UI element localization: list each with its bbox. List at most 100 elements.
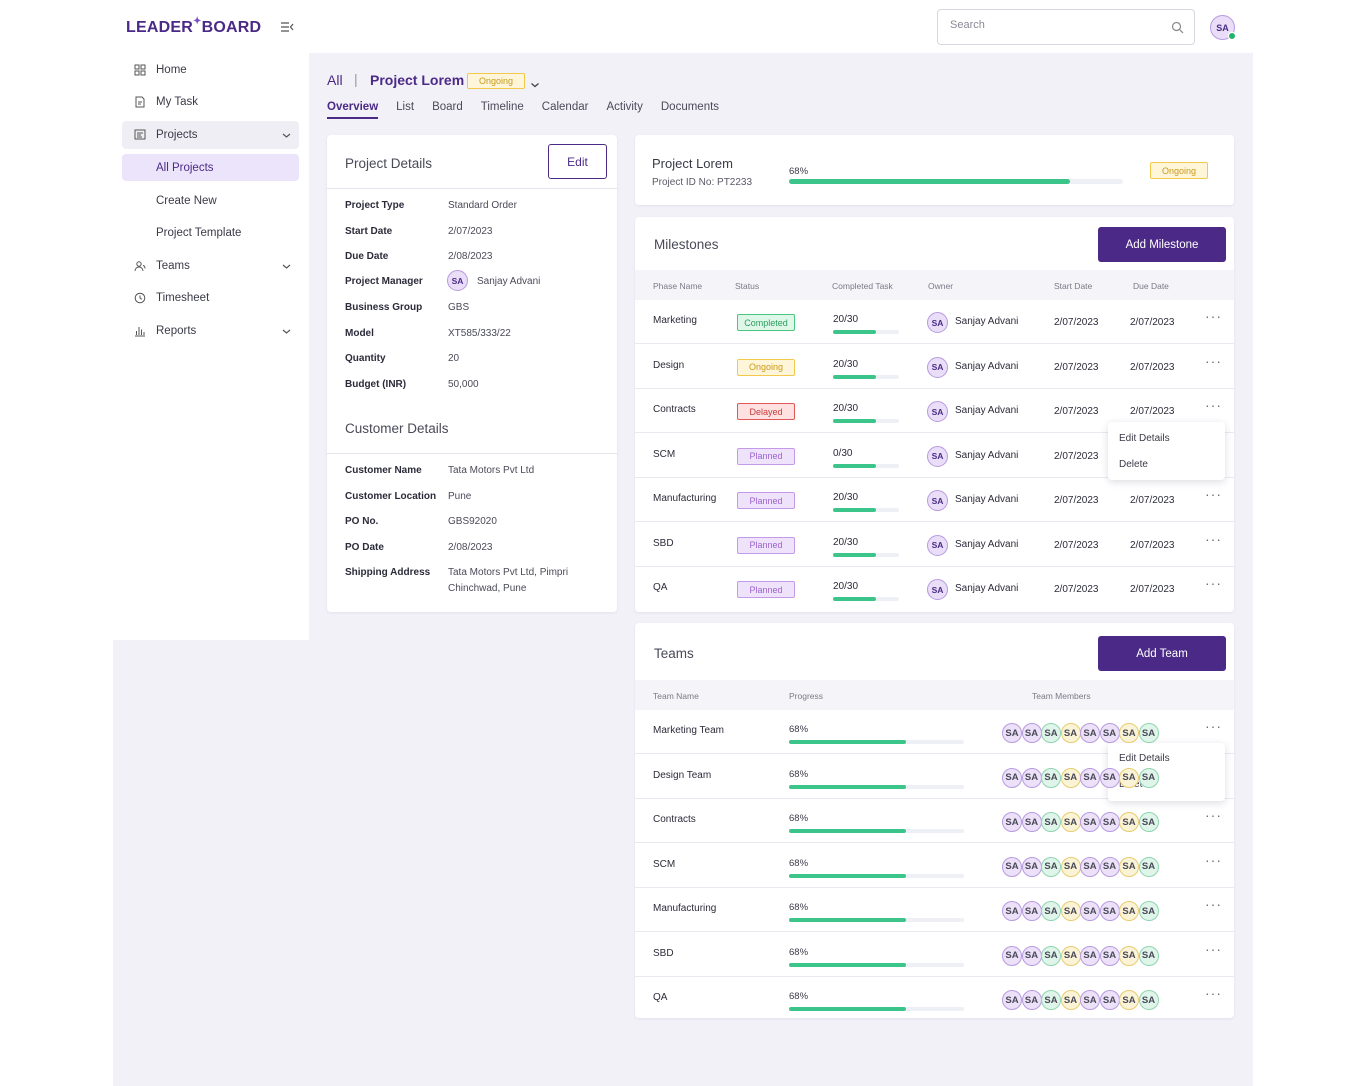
more-options-icon[interactable]: ··· [1205, 807, 1222, 823]
team-member-avatar[interactable]: SA [1138, 945, 1159, 966]
chevron-down-icon[interactable] [282, 131, 291, 140]
team-member-avatar[interactable]: SA [1021, 723, 1042, 743]
tab-overview[interactable]: Overview [327, 101, 379, 119]
breadcrumb-all[interactable]: All [327, 72, 343, 88]
team-member-avatar[interactable]: SA [1138, 901, 1159, 921]
team-member-avatar[interactable]: SA [1060, 812, 1081, 832]
table-row[interactable]: Contracts 68% SA SA SA SA SA SA SA SA ··· [635, 799, 1234, 843]
team-member-avatar[interactable]: SA [1080, 856, 1100, 877]
team-member-avatar[interactable]: SA [1021, 812, 1042, 832]
team-member-avatar[interactable]: SA [1080, 723, 1100, 743]
tab-documents[interactable]: Documents [660, 101, 720, 113]
chevron-down-icon[interactable] [282, 327, 291, 336]
sidebar-subitem-create-new[interactable]: Create New [156, 194, 217, 207]
team-member-avatar[interactable]: SA [1099, 856, 1120, 877]
team-member-avatar[interactable]: SA [1002, 945, 1022, 966]
table-row[interactable]: Contracts Delayed 20/30 SA Sanjay Advani 2/07… [635, 389, 1234, 433]
team-member-avatar[interactable]: SA [1002, 856, 1022, 877]
tab-timeline[interactable]: Timeline [480, 101, 524, 113]
more-options-icon[interactable]: ··· [1205, 397, 1222, 413]
sidebar-item-teams[interactable]: Teams [122, 252, 299, 280]
team-member-avatar[interactable]: SA [1138, 767, 1159, 788]
team-member-avatar[interactable]: SA [1099, 812, 1120, 832]
team-member-avatar[interactable]: SA [1119, 856, 1139, 877]
team-member-avatar[interactable]: SA [1099, 767, 1120, 788]
more-options-icon[interactable]: ··· [1205, 486, 1222, 502]
menu-item-edit-details[interactable]: Edit Details [1119, 433, 1170, 444]
table-row[interactable]: Manufacturing 68% SA SA SA SA SA SA SA SA ··· [635, 888, 1234, 932]
team-member-avatar[interactable]: SA [1119, 990, 1139, 1010]
team-member-avatar[interactable]: SA [1119, 901, 1139, 921]
table-row[interactable]: Manufacturing Planned 20/30 SA Sanjay Advani… [635, 478, 1234, 522]
app-logo[interactable]: LEADER✦BOARD [126, 16, 261, 37]
team-member-avatar[interactable]: SA [1021, 901, 1042, 921]
sidebar-subitem-all-projects[interactable]: All Projects [122, 154, 299, 181]
add-milestone-button[interactable]: Add Milestone [1098, 227, 1226, 262]
more-options-icon[interactable]: ··· [1205, 575, 1222, 591]
tab-list[interactable]: List [396, 101, 415, 113]
team-member-avatar[interactable]: SA [1041, 945, 1061, 966]
search-box[interactable] [937, 9, 1195, 45]
team-member-avatar[interactable]: SA [1060, 990, 1081, 1010]
team-member-avatar[interactable]: SA [1002, 767, 1022, 788]
team-member-avatar[interactable]: SA [1080, 767, 1100, 788]
team-member-avatar[interactable]: SA [1080, 901, 1100, 921]
table-row[interactable]: QA 68% SA SA SA SA SA SA SA SA ··· [635, 977, 1234, 1021]
team-member-avatar[interactable]: SA [1002, 812, 1022, 832]
team-member-avatar[interactable]: SA [1119, 945, 1139, 966]
collapse-menu-icon[interactable] [280, 20, 294, 34]
more-options-icon[interactable]: ··· [1205, 530, 1222, 547]
table-row[interactable]: QA Planned 20/30 SA Sanjay Advani 2/07/2023 2/… [635, 567, 1234, 611]
table-row[interactable]: SBD 68% SA SA SA SA SA SA SA SA ··· [635, 933, 1234, 977]
table-row[interactable]: Design Ongoing 20/30 SA Sanjay Advani 2/07/20… [635, 345, 1234, 389]
team-member-avatar[interactable]: SA [1119, 723, 1139, 743]
sidebar-item-my-task[interactable]: My Task [122, 88, 299, 116]
team-member-avatar[interactable]: SA [1099, 723, 1120, 743]
team-member-avatar[interactable]: SA [1138, 990, 1159, 1010]
team-member-avatar[interactable]: SA [1041, 812, 1061, 832]
tab-activity[interactable]: Activity [606, 101, 643, 113]
sidebar-item-reports[interactable]: Reports [122, 317, 299, 345]
team-member-avatar[interactable]: SA [1041, 723, 1061, 743]
more-options-icon[interactable]: ··· [1205, 308, 1222, 324]
search-icon[interactable] [1171, 21, 1184, 34]
team-member-avatar[interactable]: SA [1138, 723, 1159, 743]
team-member-avatar[interactable]: SA [1080, 945, 1100, 966]
tab-board[interactable]: Board [432, 101, 463, 113]
chevron-down-icon[interactable] [530, 77, 540, 88]
team-member-avatar[interactable]: SA [1021, 990, 1042, 1010]
sidebar-item-projects[interactable]: Projects [122, 121, 299, 149]
more-options-icon[interactable]: ··· [1205, 352, 1222, 369]
team-member-avatar[interactable]: SA [1060, 856, 1081, 877]
team-member-avatar[interactable]: SA [1080, 990, 1100, 1010]
add-team-button[interactable]: Add Team [1098, 636, 1226, 671]
team-member-avatar[interactable]: SA [1099, 945, 1120, 966]
table-row[interactable]: SBD Planned 20/30 SA Sanjay Advani 2/07/2023 2… [635, 523, 1234, 567]
chevron-down-icon[interactable] [282, 262, 291, 271]
team-member-avatar[interactable]: SA [1099, 901, 1120, 921]
menu-item-edit-details[interactable]: Edit Details [1119, 753, 1170, 764]
more-options-icon[interactable]: ··· [1205, 851, 1222, 868]
team-member-avatar[interactable]: SA [1002, 990, 1022, 1010]
search-input[interactable] [950, 19, 1160, 31]
more-options-icon[interactable]: ··· [1205, 896, 1222, 912]
table-row[interactable]: Marketing Team 68% SA SA SA SA SA SA SA SA ··· [635, 710, 1234, 754]
team-member-avatar[interactable]: SA [1021, 856, 1042, 877]
table-row[interactable]: Marketing Completed 20/30 SA Sanjay Advani 2/… [635, 300, 1234, 344]
team-member-avatar[interactable]: SA [1060, 767, 1081, 788]
team-member-avatar[interactable]: SA [1002, 723, 1022, 743]
team-member-avatar[interactable]: SA [1041, 990, 1061, 1010]
team-member-avatar[interactable]: SA [1002, 901, 1022, 921]
team-member-avatar[interactable]: SA [1080, 812, 1100, 832]
more-options-icon[interactable]: ··· [1205, 985, 1222, 1001]
sidebar-subitem-project-template[interactable]: Project Template [156, 226, 242, 239]
team-member-avatar[interactable]: SA [1041, 767, 1061, 788]
team-member-avatar[interactable]: SA [1138, 856, 1159, 877]
menu-item-delete[interactable]: Delete [1119, 459, 1148, 470]
team-member-avatar[interactable]: SA [1041, 901, 1061, 921]
team-member-avatar[interactable]: SA [1060, 901, 1081, 921]
edit-button[interactable]: Edit [548, 144, 607, 179]
team-member-avatar[interactable]: SA [1138, 812, 1159, 832]
